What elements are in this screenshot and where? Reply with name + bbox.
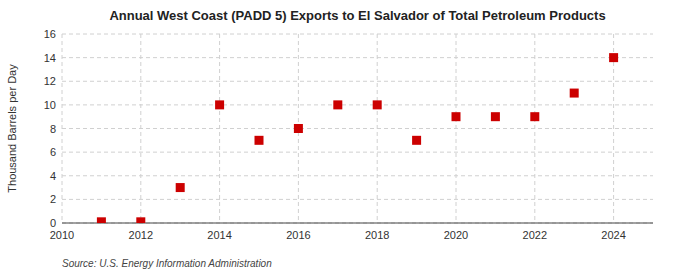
x-tick-label: 2014 — [207, 229, 231, 241]
y-tick-label: 0 — [50, 217, 56, 229]
grid-line-y — [62, 34, 653, 35]
grid-line-y — [62, 128, 653, 129]
grid-line-y — [62, 175, 653, 176]
grid-line-y — [62, 104, 653, 105]
y-tick-label: 8 — [50, 123, 56, 135]
point — [373, 100, 382, 109]
point — [176, 183, 185, 192]
point — [452, 112, 461, 121]
point — [215, 100, 224, 109]
y-tick-label: 10 — [44, 99, 56, 111]
point — [530, 112, 539, 121]
y-tick-label: 12 — [44, 75, 56, 87]
grid-line-x — [456, 34, 457, 223]
point — [570, 89, 579, 98]
grid-line-y — [62, 57, 653, 58]
x-tick-label: 2020 — [444, 229, 468, 241]
point — [97, 217, 106, 223]
x-axis-line — [62, 223, 653, 224]
grid-line-x — [140, 34, 141, 223]
point — [294, 124, 303, 133]
y-tick-label: 16 — [44, 28, 56, 40]
x-tick-label: 2022 — [523, 229, 547, 241]
grid-line-x — [62, 34, 63, 223]
y-tick-label: 14 — [44, 52, 56, 64]
x-tick-label: 2024 — [601, 229, 625, 241]
points — [97, 53, 618, 223]
x-tick-label: 2010 — [50, 229, 74, 241]
x-tick-label: 2012 — [129, 229, 153, 241]
chart-container: 0 2 4 6 8 10 12 14 16 2010 2012 2014 2016 2018 2020 202… — [0, 0, 675, 275]
tick-labels: 0 2 4 6 8 10 12 14 16 2010 2012 2014 2016 2018 2020 202… — [44, 28, 626, 241]
grid-line-y — [62, 199, 653, 200]
y-tick-label: 2 — [50, 193, 56, 205]
grid — [62, 34, 653, 223]
x-tick-label: 2016 — [286, 229, 310, 241]
grid-line-y — [62, 152, 653, 153]
point — [412, 136, 421, 145]
point — [491, 112, 500, 121]
grid-line-y — [62, 223, 653, 224]
chart-svg: 0 2 4 6 8 10 12 14 16 2010 2012 2014 2016 2018 2020 202… — [0, 0, 675, 275]
source-note: Source: U.S. Energy Information Administ… — [62, 258, 272, 269]
grid-line-x — [219, 34, 220, 223]
y-tick-label: 4 — [50, 170, 56, 182]
point — [609, 53, 618, 62]
y-axis-label: Thousand Barrels per Day — [6, 64, 18, 193]
x-tick-label: 2018 — [365, 229, 389, 241]
title: Annual West Coast (PADD 5) Exports to El… — [109, 8, 605, 23]
grid-line-x — [534, 34, 535, 223]
y-tick-label: 6 — [50, 146, 56, 158]
point — [255, 136, 264, 145]
grid-line-x — [377, 34, 378, 223]
point — [333, 100, 342, 109]
grid-line-y — [62, 81, 653, 82]
grid-line-x — [613, 34, 614, 223]
point — [136, 217, 145, 223]
